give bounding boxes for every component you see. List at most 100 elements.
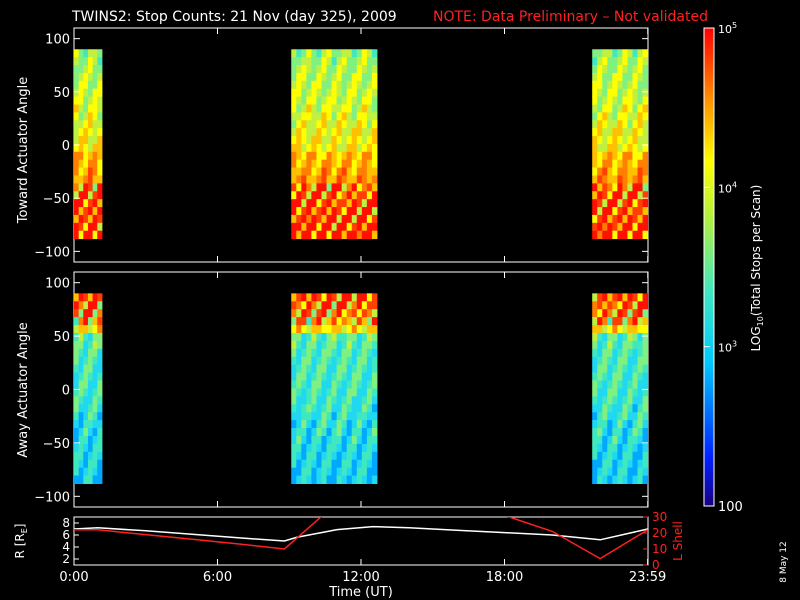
heatmap-cell (366, 191, 373, 200)
heatmap-cell (642, 475, 649, 484)
heatmap-cell (306, 364, 312, 374)
heatmap-cell (326, 96, 333, 105)
heatmap-cell (87, 191, 94, 200)
heatmap-cell (607, 348, 613, 358)
heatmap-cell (356, 412, 363, 421)
heatmap-cell (356, 428, 363, 437)
heatmap-cell (321, 293, 328, 302)
heatmap-cell (607, 167, 613, 176)
heatmap-cell (341, 435, 348, 445)
heatmap-cell (366, 128, 373, 137)
x-tick-label: 0:00 (59, 570, 88, 585)
heatmap-cell (627, 420, 633, 429)
heatmap-cell (306, 214, 312, 224)
heatmap-cell (78, 396, 84, 405)
heatmap-cell (316, 222, 322, 232)
heatmap-cell (321, 65, 328, 74)
heatmap-cell (92, 467, 98, 477)
heatmap-cell (78, 199, 84, 208)
heatmap-cell (326, 49, 333, 58)
heatmap-cell (346, 309, 353, 318)
heatmap-cell (291, 143, 297, 153)
heatmap-cell (326, 183, 333, 192)
heatmap-cell (592, 475, 598, 484)
heatmap-cell (74, 167, 80, 176)
heatmap-cell (351, 49, 358, 58)
heatmap-cell (607, 309, 613, 318)
heatmap-cell (83, 72, 89, 82)
heatmap-cell (597, 159, 603, 169)
heatmap-cell (74, 404, 80, 413)
heatmap-cell (326, 128, 333, 137)
heatmap-cell (592, 435, 598, 445)
heatmap-cell (341, 443, 348, 453)
heatmap-cell (627, 57, 633, 66)
heatmap-cell (356, 459, 363, 469)
heatmap-cell (92, 428, 98, 437)
heatmap-cell (97, 396, 103, 405)
heatmap-cell (74, 356, 80, 366)
heatmap-cell (597, 443, 603, 453)
heatmap-cell (97, 230, 103, 240)
heatmap-cell (361, 104, 368, 113)
heatmap-cell (301, 128, 307, 137)
heatmap-cell (78, 380, 84, 389)
heatmap-cell (316, 207, 322, 216)
heatmap-cell (597, 451, 603, 461)
heatmap-cell (351, 57, 358, 66)
heatmap-cell (311, 435, 317, 445)
heatmap-cell (306, 332, 312, 342)
heatmap-cell (637, 151, 644, 161)
heatmap-cell (311, 207, 317, 216)
heatmap-cell (361, 364, 368, 374)
heatmap-cell (336, 420, 343, 429)
heatmap-cell (592, 443, 598, 453)
heatmap-cell (316, 128, 322, 137)
heatmap-cell (78, 443, 84, 453)
heatmap-cell (612, 104, 618, 113)
heatmap-cell (346, 459, 353, 469)
heatmap-cell (331, 293, 338, 302)
heatmap-cell (607, 183, 613, 192)
heatmap-cell (336, 167, 343, 176)
heatmap-cell (306, 230, 312, 240)
heatmap-cell (321, 183, 328, 192)
heatmap-cell (92, 451, 98, 461)
heatmap-cell (622, 293, 628, 302)
heatmap-cell (597, 301, 603, 310)
heatmap-cell (92, 88, 98, 98)
heatmap-cell (92, 49, 98, 58)
heatmap-cell (78, 151, 84, 161)
heatmap-cell (622, 143, 628, 153)
heatmap-cell (341, 364, 348, 374)
heatmap-cell (371, 199, 378, 208)
heatmap-cell (361, 112, 368, 121)
heatmap-cell (592, 356, 598, 366)
heatmap-cell (612, 435, 618, 445)
heatmap-cell (592, 120, 598, 129)
heatmap-cell (632, 380, 639, 389)
heatmap-cell (346, 191, 353, 200)
heatmap-cell (346, 88, 353, 98)
heatmap-cell (356, 475, 363, 484)
heatmap-cell (78, 317, 84, 326)
heatmap-cell (78, 183, 84, 192)
heatmap-cell (627, 475, 633, 484)
heatmap-cell (356, 136, 363, 145)
heatmap-cell (92, 72, 98, 82)
heatmap-cell (637, 49, 644, 58)
heatmap-cell (306, 72, 312, 82)
heatmap-cell (351, 136, 358, 145)
heatmap-cell (326, 151, 333, 161)
heatmap-cell (632, 332, 639, 342)
heatmap-cell (622, 435, 628, 445)
heatmap-cell (97, 207, 103, 216)
heatmap-cell (78, 143, 84, 153)
colorbar-tick-label: 100 (718, 500, 743, 515)
heatmap-cell (356, 420, 363, 429)
heatmap-cell (78, 309, 84, 318)
heatmap-cell (311, 380, 317, 389)
heatmap-cell (336, 467, 343, 477)
heatmap-cell (97, 412, 103, 421)
